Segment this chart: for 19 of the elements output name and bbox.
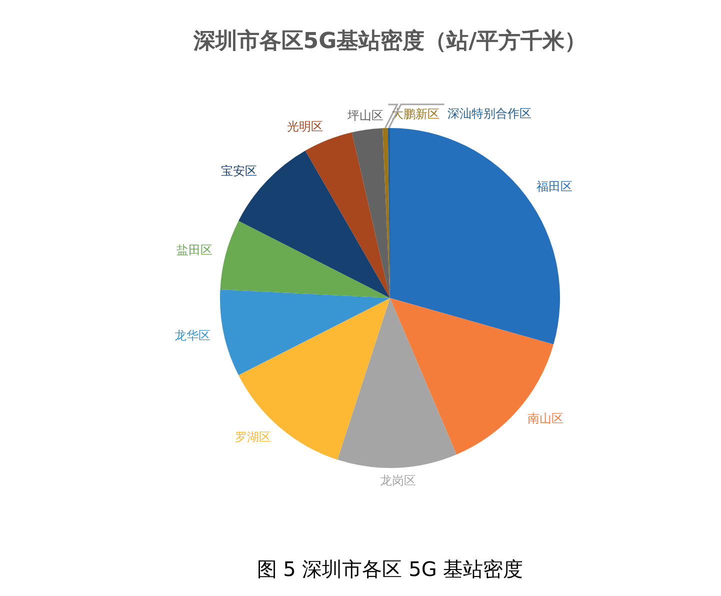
slice-label: 龙岗区 — [380, 474, 416, 488]
chart-title: 深圳市各区5G基站密度（站/平方千米） — [192, 28, 587, 54]
slice-label: 坪山区 — [346, 108, 384, 122]
pie-slice — [220, 289, 390, 376]
pie-slice — [352, 128, 390, 298]
slice-label: 光明区 — [286, 119, 323, 134]
slice-label: 宝安区 — [220, 164, 257, 178]
pie-slice — [305, 132, 390, 298]
slice-label: 龙华区 — [174, 328, 210, 343]
slice-label: 深汕特别合作区 — [447, 106, 532, 121]
pie-slice — [390, 128, 560, 344]
pie-slice — [390, 298, 554, 454]
slice-label: 盐田区 — [176, 242, 213, 257]
slice-label: 福田区 — [536, 180, 572, 194]
pie-slice — [337, 298, 457, 468]
slice-label: 南山区 — [528, 412, 564, 426]
slice-label: 罗湖区 — [234, 430, 271, 444]
pie-slice — [220, 220, 390, 298]
caption: 图 5 深圳市各区 5G 基站密度 — [256, 557, 524, 581]
